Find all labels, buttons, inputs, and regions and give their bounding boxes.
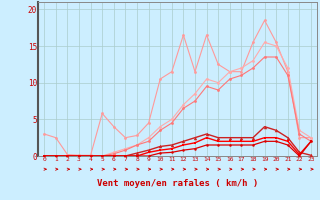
X-axis label: Vent moyen/en rafales ( km/h ): Vent moyen/en rafales ( km/h ) xyxy=(97,179,258,188)
